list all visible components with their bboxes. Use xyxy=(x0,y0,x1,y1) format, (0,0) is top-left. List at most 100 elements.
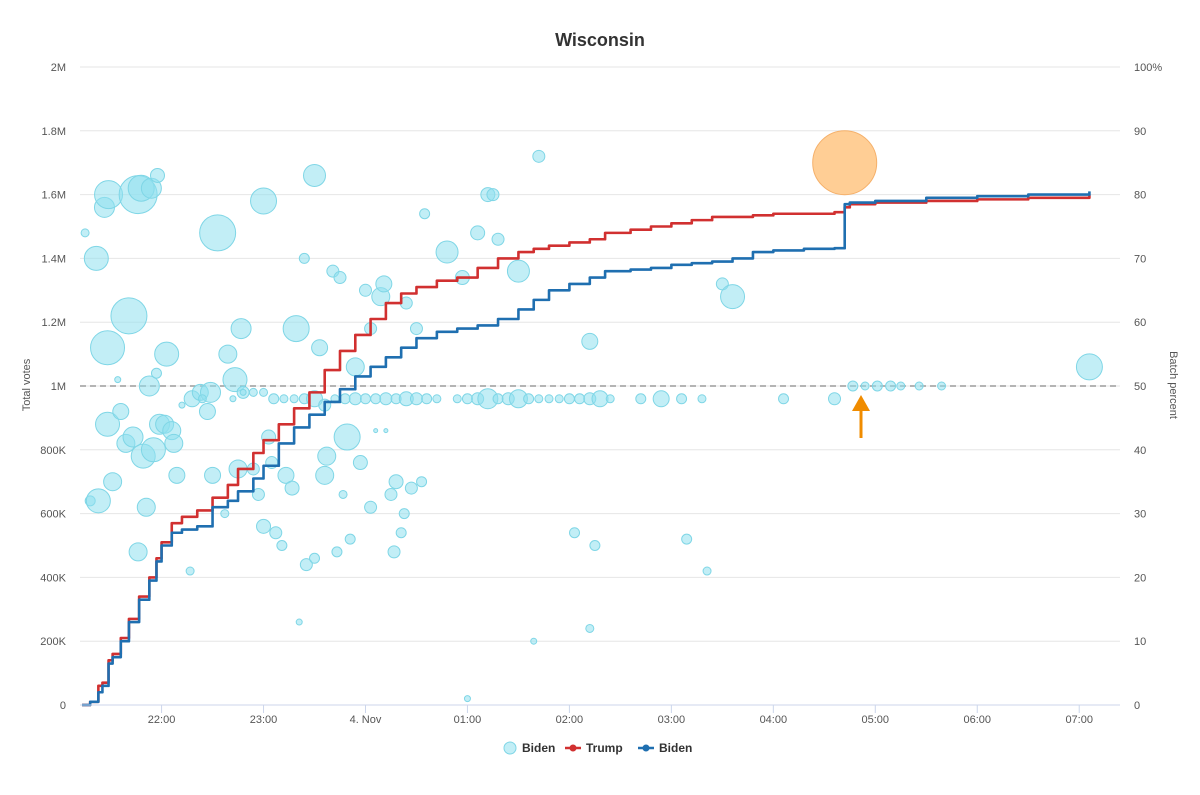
bubble-point xyxy=(375,275,393,293)
bubble-point xyxy=(534,394,544,404)
bubble-point xyxy=(914,381,924,391)
left-tick-label: 600K xyxy=(40,509,66,521)
left-tick-label: 400K xyxy=(40,572,66,584)
bubble-point xyxy=(383,428,389,434)
bubble-point xyxy=(178,401,186,409)
bubble-point xyxy=(289,394,299,404)
bubble-point xyxy=(554,394,564,404)
bubble-point xyxy=(114,376,122,384)
bubble-point xyxy=(398,508,410,520)
bubble-point xyxy=(506,259,530,283)
bubble-point xyxy=(373,428,379,434)
bubble-point xyxy=(317,446,337,466)
bubble-point xyxy=(112,403,130,421)
bubble-series xyxy=(80,130,1103,703)
bubble-point xyxy=(591,390,609,408)
x-tick-label: 4. Nov xyxy=(350,714,382,726)
bubble-point xyxy=(896,381,906,391)
bubble-point xyxy=(348,392,362,406)
bubble-point xyxy=(269,526,283,540)
bubble-point xyxy=(338,489,348,499)
bubble-point xyxy=(463,695,471,703)
bubble-point xyxy=(860,381,870,391)
bubble-point xyxy=(435,240,459,264)
bubble-point xyxy=(138,375,160,397)
bubble-point xyxy=(461,393,473,405)
x-tick-label: 02:00 xyxy=(556,714,584,726)
bubble-point xyxy=(333,423,361,451)
bubble-point xyxy=(563,393,575,405)
bubble-point xyxy=(544,394,554,404)
bubble-point xyxy=(199,214,237,252)
bubble-point xyxy=(140,437,166,463)
bubble-point xyxy=(218,344,238,364)
bubble-point xyxy=(370,393,382,405)
right-tick-label: 70 xyxy=(1134,253,1146,265)
bubble-point xyxy=(937,381,947,391)
bubble-point xyxy=(530,637,538,645)
bubble-point xyxy=(222,367,248,393)
x-tick-label: 22:00 xyxy=(148,714,176,726)
bubble-point xyxy=(220,509,230,519)
right-tick-label: 40 xyxy=(1134,445,1146,457)
bubble-point xyxy=(589,540,601,551)
bubble-point xyxy=(85,488,111,514)
legend-symbol-biden-bubble xyxy=(503,741,517,755)
bubble-point xyxy=(409,392,423,406)
legend[interactable]: Biden Trump Biden xyxy=(503,741,692,755)
right-tick-label: 60 xyxy=(1134,317,1146,329)
bubble-point xyxy=(256,518,272,534)
right-tick-label: 20 xyxy=(1134,572,1146,584)
line-series xyxy=(82,191,1091,707)
bubble-point xyxy=(230,318,252,340)
bubble-point xyxy=(1075,353,1103,381)
legend-label: Biden xyxy=(522,741,555,755)
bubble-point xyxy=(569,527,581,539)
line-biden xyxy=(82,191,1091,707)
bubble-point xyxy=(164,433,184,453)
bubble-point xyxy=(416,476,428,488)
x-tick-label: 06:00 xyxy=(963,714,991,726)
bubble-point xyxy=(384,487,398,501)
bubble-point xyxy=(364,500,378,514)
bubble-point xyxy=(154,341,180,367)
bubble-point xyxy=(344,533,356,545)
legend-symbol-marker xyxy=(642,744,650,752)
bubble-point xyxy=(421,393,433,405)
bubble-point xyxy=(259,387,269,397)
bubble-point xyxy=(268,393,280,405)
bubble-point xyxy=(697,394,707,404)
bubble-point xyxy=(282,315,310,343)
bubble-point xyxy=(681,533,693,545)
bubble-point xyxy=(95,411,121,437)
bubble-point xyxy=(486,188,500,202)
right-tick-label: 80 xyxy=(1134,190,1146,202)
x-tick-label: 05:00 xyxy=(862,714,890,726)
legend-label: Trump xyxy=(586,741,623,755)
bubble-point xyxy=(168,466,186,484)
bubble-point xyxy=(333,271,347,285)
x-tick-label: 01:00 xyxy=(454,714,482,726)
bubble-point xyxy=(635,393,647,405)
bubble-point xyxy=(250,187,278,215)
bubble-point xyxy=(299,558,313,572)
bubble-point xyxy=(277,466,295,484)
bubble-point xyxy=(309,552,321,564)
highlight-bubble xyxy=(812,130,878,196)
legend-symbol-marker xyxy=(569,744,577,752)
bubble-point xyxy=(387,545,401,559)
bubble-point xyxy=(331,546,343,558)
bubble-point xyxy=(574,393,586,405)
left-tick-label: 2M xyxy=(51,62,66,74)
bubble-point xyxy=(279,394,289,404)
bubble-point xyxy=(404,481,418,495)
left-tick-label: 1M xyxy=(51,381,66,393)
bubble-point xyxy=(83,245,109,271)
bubble-point xyxy=(239,388,247,396)
bubble-point xyxy=(303,163,327,187)
bubble-point xyxy=(149,167,165,183)
right-tick-label: 100% xyxy=(1134,62,1162,74)
right-axis-ticks: 0 10 20 30 40 50 60 70 80 90 100% xyxy=(1134,62,1162,712)
bubble-point xyxy=(419,208,431,220)
bubble-point xyxy=(311,339,329,357)
